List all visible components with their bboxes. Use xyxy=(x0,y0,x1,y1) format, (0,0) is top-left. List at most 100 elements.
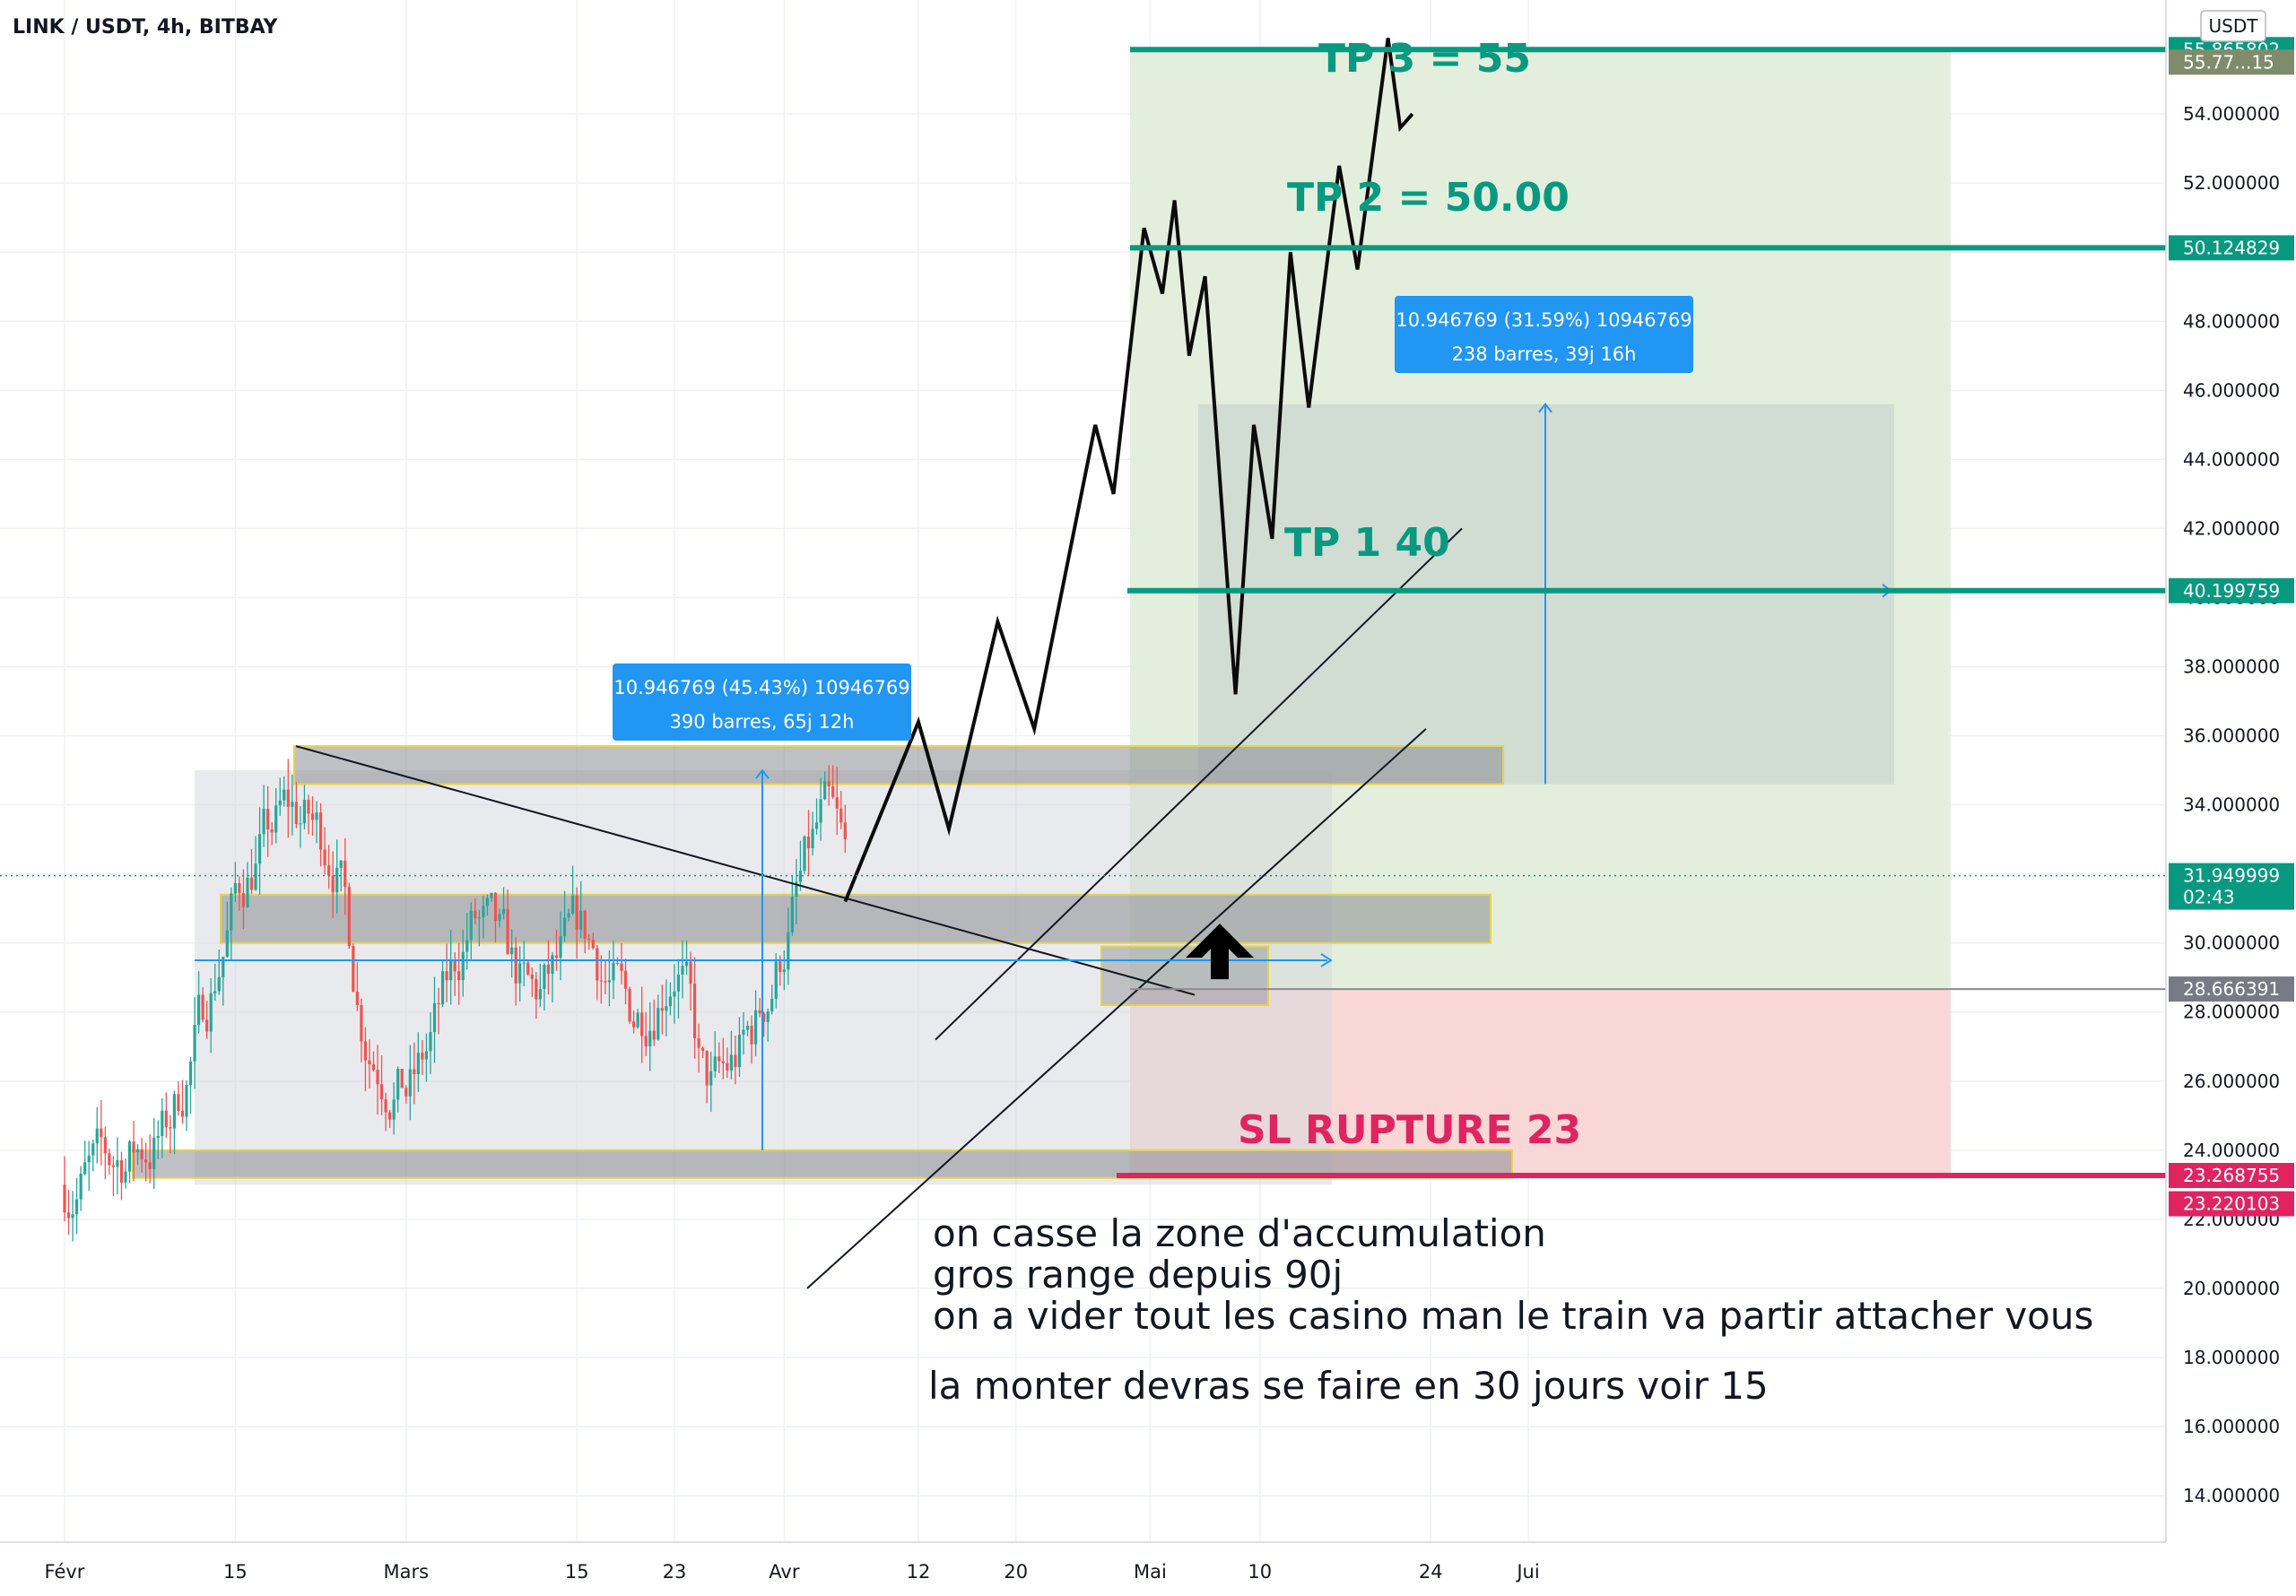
candle-body xyxy=(185,1084,188,1117)
candle-body xyxy=(79,1174,83,1200)
candle-body xyxy=(461,951,465,981)
candle-body xyxy=(144,1158,148,1163)
x-tick-label: Mai xyxy=(1134,1561,1167,1583)
measurement-box-1 xyxy=(613,664,911,741)
candle-body xyxy=(432,1002,437,1033)
price-label-bg xyxy=(2169,1163,2294,1189)
candle-body xyxy=(63,1184,66,1213)
price-label-countdown: 02:43 xyxy=(2183,887,2235,908)
candle-body xyxy=(514,947,517,984)
candle-body xyxy=(623,970,628,989)
measure-arrow-icon xyxy=(1538,403,1552,413)
candle-body xyxy=(437,1002,440,1005)
candle-body xyxy=(543,964,546,990)
price-axis[interactable]: 14.00000016.00000018.00000020.00000022.0… xyxy=(2165,0,2296,1592)
candle-body xyxy=(124,1171,127,1183)
candle-body xyxy=(196,994,201,1026)
candle-body xyxy=(477,916,481,919)
candle-body xyxy=(384,1099,387,1113)
candle-body xyxy=(327,865,331,876)
candle-body xyxy=(575,895,578,930)
candle-body xyxy=(318,812,323,850)
y-tick-label: 20.000000 xyxy=(2183,1278,2280,1299)
candle-body xyxy=(718,1056,721,1062)
candle-body xyxy=(119,1159,124,1183)
candle-body xyxy=(421,1053,424,1060)
candle-body xyxy=(344,860,347,888)
candle-body xyxy=(742,1029,745,1036)
measurement-box-2 xyxy=(1395,296,1693,373)
candle-body xyxy=(559,936,562,958)
currency-badge-label: USDT xyxy=(2209,15,2259,37)
candle-body xyxy=(676,974,681,992)
candle-body xyxy=(684,961,689,967)
candle-body xyxy=(734,1054,737,1068)
candle-body xyxy=(493,892,498,922)
candle-body xyxy=(355,992,359,1005)
candle-body xyxy=(188,1061,193,1085)
time-axis[interactable]: Févr 15 Mars 15 23 Avr 12 20 Mai 10 24 Jui xyxy=(0,1541,2296,1592)
note-line-3: on a vider tout les casino man le train … xyxy=(933,1294,2093,1338)
candle-body xyxy=(266,809,270,830)
candle-body xyxy=(213,991,217,993)
candle-body xyxy=(331,875,335,893)
symbol-title[interactable]: LINK / USDT, 4h, BITBAY xyxy=(13,16,279,39)
x-tick-label: Avr xyxy=(769,1561,800,1583)
y-tick-label: 52.000000 xyxy=(2183,172,2280,194)
mid-zone xyxy=(220,893,1492,944)
candle-body xyxy=(310,813,315,820)
descending-trendline xyxy=(295,745,1196,996)
candle-body xyxy=(835,797,839,809)
candle-body xyxy=(485,898,490,906)
candle-body xyxy=(721,1061,725,1063)
candle-body xyxy=(352,946,355,993)
candle-body xyxy=(108,1153,111,1166)
candle-body xyxy=(766,1011,770,1022)
candle-body xyxy=(111,1165,115,1167)
candle-body xyxy=(729,1054,733,1071)
candle-body xyxy=(201,994,204,1020)
candle-body xyxy=(180,1110,185,1117)
candle-body xyxy=(135,1149,140,1153)
candle-body xyxy=(278,800,282,806)
candle-body xyxy=(814,822,819,829)
candle-body xyxy=(230,893,233,931)
y-tick-label: 44.000000 xyxy=(2183,448,2280,470)
candle-body xyxy=(413,1069,416,1074)
y-tick-label: 30.000000 xyxy=(2183,932,2280,954)
candle-body xyxy=(490,892,493,898)
candle-body xyxy=(697,1038,700,1048)
candle-body xyxy=(83,1162,87,1175)
candle-body xyxy=(262,809,265,835)
candle-body xyxy=(538,989,542,1000)
candle-body xyxy=(169,1127,172,1129)
currency-badge xyxy=(2200,10,2266,42)
candle-body xyxy=(709,1071,713,1086)
candle-body xyxy=(803,836,806,872)
candle-body xyxy=(270,829,274,833)
candle-body xyxy=(66,1212,71,1219)
price-label: 40.199759 xyxy=(2183,580,2280,602)
candle-body xyxy=(87,1155,91,1163)
candle-body xyxy=(652,1030,656,1040)
drawings xyxy=(195,38,1892,1289)
y-tick-label: 42.000000 xyxy=(2183,517,2280,539)
candle-body xyxy=(294,802,298,824)
candle-body xyxy=(644,1036,648,1046)
time-axis-bg xyxy=(0,1542,2296,1592)
candle-body xyxy=(91,1143,95,1156)
candle-body xyxy=(535,978,538,1000)
candle-body xyxy=(806,836,811,848)
candle-body xyxy=(827,781,831,787)
candle-body xyxy=(498,914,501,922)
candle-body xyxy=(758,1010,761,1014)
x-tick-label: Jui xyxy=(1515,1561,1539,1583)
y-tick-label: 28.000000 xyxy=(2183,1002,2280,1023)
candle-body xyxy=(795,881,798,897)
candle-body xyxy=(692,984,697,1039)
note-line-1: on casse la zone d'accumulation xyxy=(933,1211,1546,1255)
price-label: 23.220103 xyxy=(2183,1193,2280,1215)
